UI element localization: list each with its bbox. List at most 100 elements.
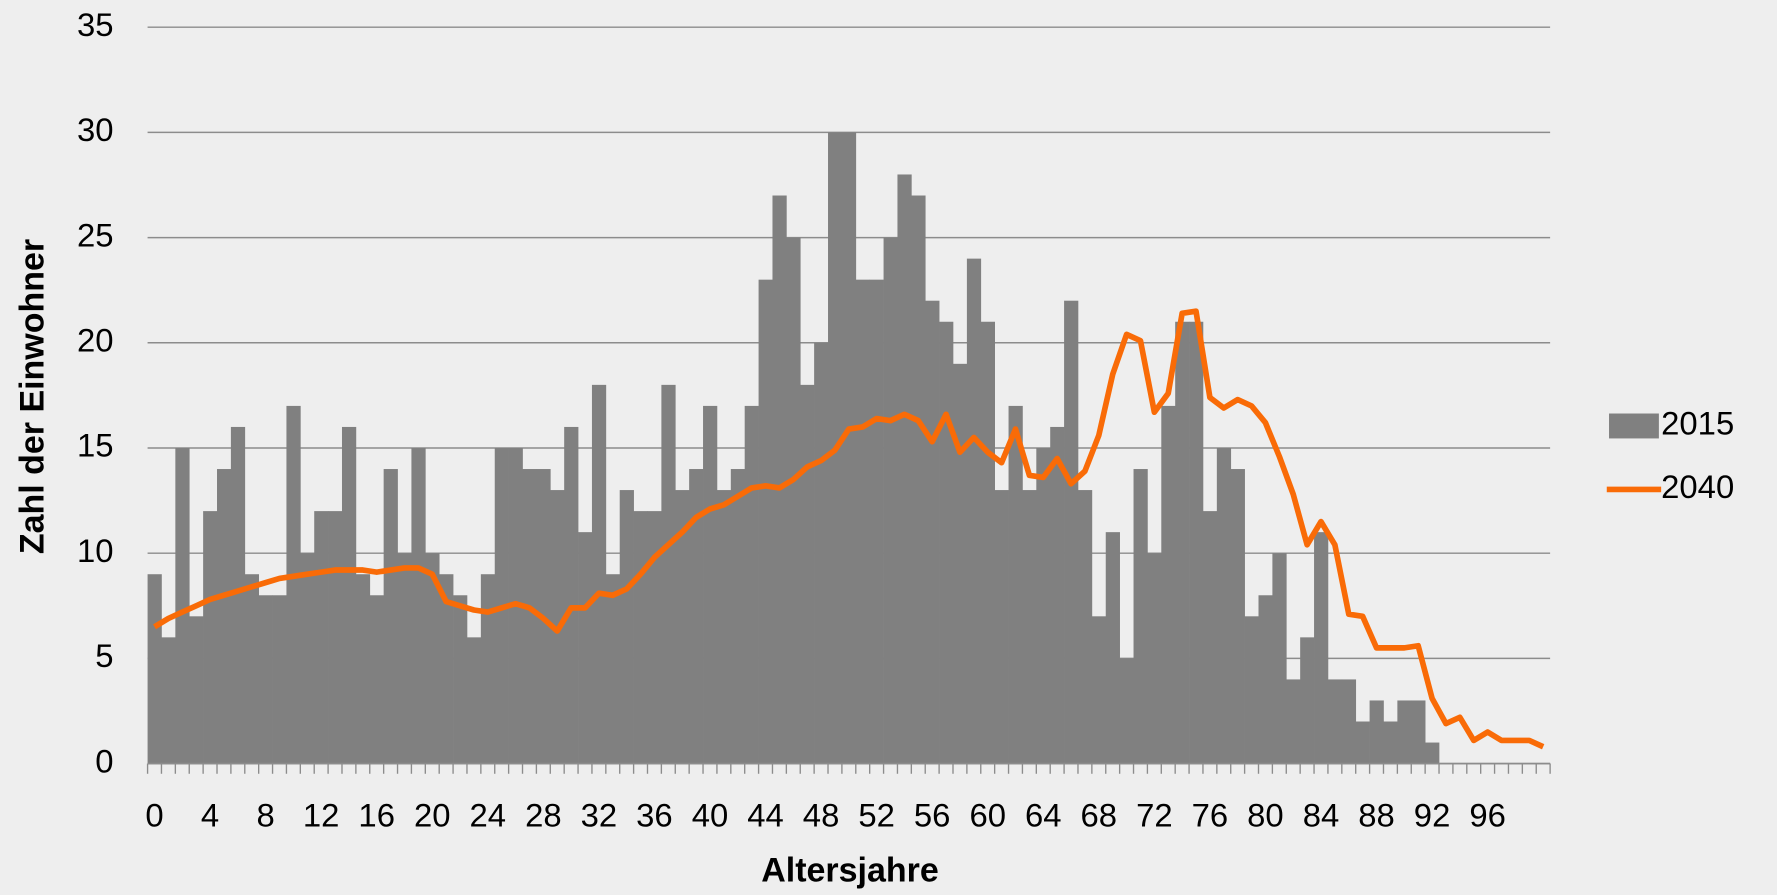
bar [897,174,912,764]
bar [522,469,537,764]
x-tick-label: 52 [858,797,895,834]
x-tick-label: 32 [581,797,618,834]
bar [855,279,871,764]
bar [1258,595,1273,764]
x-tick-label: 60 [969,797,1006,834]
bar [1077,490,1093,764]
bar [258,595,273,764]
x-tick-label: 4 [201,797,219,834]
bar [1397,700,1412,764]
x-tick-label: 84 [1303,797,1340,834]
x-tick-label: 24 [470,797,507,834]
bar [1105,532,1120,764]
bar [383,469,398,764]
bar [230,426,246,764]
bar [286,405,301,764]
bar [786,237,801,764]
x-tick-label: 0 [145,797,163,834]
x-tick-label: 28 [525,797,562,834]
bar [703,405,718,764]
bar [1036,447,1051,764]
bar [883,237,898,764]
bar [758,279,773,764]
legend-swatch [1609,413,1659,439]
bar [564,426,579,764]
bar [175,447,190,764]
x-tick-label: 72 [1136,797,1173,834]
bar [439,574,454,764]
bar [1216,447,1232,764]
bar [161,637,176,764]
bar [328,511,343,764]
bar [369,595,384,764]
x-tick-label: 92 [1414,797,1451,834]
bar [633,511,648,764]
y-tick-label: 35 [77,6,114,43]
bar [1272,553,1287,764]
bar [1050,426,1065,764]
bar [300,553,315,764]
x-tick-label: 48 [803,797,840,834]
x-tick-label: 68 [1081,797,1118,834]
bar [1341,679,1357,764]
y-tick-label: 30 [77,111,114,148]
bar [1355,721,1370,764]
x-tick-label: 8 [256,797,274,834]
bar [1133,469,1148,764]
bar [1189,321,1204,764]
bar [244,574,260,764]
bar [716,490,732,764]
bar [772,195,787,764]
bar [1202,511,1218,764]
bar [1119,658,1134,764]
bar [1244,616,1259,764]
bar [925,300,940,764]
y-tick-label: 25 [77,216,114,253]
bar [980,321,995,764]
bar [355,574,371,764]
bar [911,195,926,764]
bar [397,553,412,764]
y-tick-label: 15 [77,427,114,464]
y-axis-title: Zahl der Einwohner [13,239,51,554]
x-tick-label: 64 [1025,797,1062,834]
bar [411,447,426,764]
bar [480,574,496,764]
legend-label: 2040 [1661,468,1734,505]
bar [1091,616,1107,764]
bar [217,469,232,764]
bar [869,279,884,764]
bar [1369,700,1384,764]
bar [1383,721,1398,764]
bar [203,511,218,764]
x-tick-label: 96 [1469,797,1506,834]
bar [939,321,954,764]
bar [1064,300,1079,764]
bar [1161,405,1176,764]
x-tick-label: 16 [358,797,395,834]
bar [952,363,968,764]
bar [744,405,759,764]
bar [314,511,329,764]
x-tick-label: 44 [747,797,784,834]
bar [466,637,482,764]
x-tick-label: 88 [1358,797,1395,834]
bar [1008,405,1023,764]
y-tick-label: 5 [95,637,113,674]
bar [147,574,162,764]
legend-label: 2015 [1661,405,1734,442]
bar [800,384,815,764]
x-tick-label: 20 [414,797,451,834]
y-tick-label: 0 [95,742,113,779]
bar [966,258,982,764]
bar [1327,679,1343,764]
bar [841,132,857,764]
bar [814,342,829,764]
bar [578,532,593,764]
y-tick-label: 10 [77,532,114,569]
bar [272,595,287,764]
bar [647,511,662,764]
bar [1286,679,1301,764]
x-tick-label: 56 [914,797,951,834]
x-tick-label: 76 [1192,797,1229,834]
